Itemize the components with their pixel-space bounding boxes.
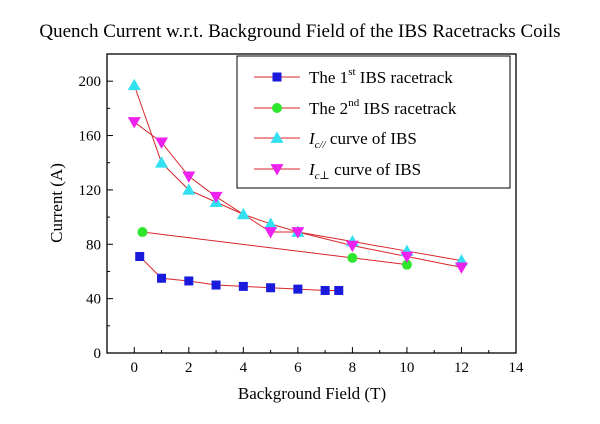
legend-label: Ic// curve of IBS — [308, 129, 417, 151]
data-point-series-4 — [155, 137, 169, 149]
data-point-series-3 — [182, 183, 196, 195]
data-point-series-3 — [264, 217, 278, 229]
data-point-series-1 — [135, 252, 145, 262]
x-tick-label: 10 — [399, 360, 414, 376]
data-point-series-2 — [137, 227, 148, 238]
x-tick-label: 2 — [185, 360, 193, 376]
data-point-series-2 — [401, 259, 412, 270]
chart-title: Quench Current w.r.t. Background Field o… — [39, 21, 560, 42]
legend-marker — [270, 131, 284, 143]
legend-label: The 1st IBS racetrack — [309, 66, 453, 87]
legend-box — [236, 55, 511, 189]
legend-marker — [270, 164, 284, 176]
y-tick-label: 120 — [79, 183, 102, 199]
series-markers — [127, 78, 468, 295]
x-tick-label: 0 — [131, 360, 139, 376]
y-tick-label: 0 — [94, 346, 102, 362]
data-point-series-1 — [157, 273, 167, 283]
data-point-series-1 — [320, 285, 330, 295]
x-tick-label: 8 — [349, 360, 357, 376]
data-point-series-1 — [334, 285, 344, 295]
legend-marker — [272, 72, 282, 82]
legend-marker — [272, 103, 282, 113]
x-axis: 0 2 4 6 8 10 12 14 — [106, 347, 525, 376]
data-point-series-3 — [236, 207, 250, 220]
y-tick-label: 160 — [79, 129, 102, 145]
data-point-series-4 — [400, 251, 414, 264]
x-tick-label: 6 — [294, 360, 302, 376]
plot-frame — [106, 53, 517, 354]
data-point-series-1 — [211, 280, 221, 290]
x-tick-label: 4 — [240, 360, 248, 376]
x-tick-label: 12 — [454, 360, 469, 376]
legend-label: Ic⊥ curve of IBS — [308, 160, 421, 182]
data-point-series-4 — [454, 262, 468, 274]
data-point-series-4 — [345, 240, 359, 253]
series-line-3 — [133, 85, 462, 262]
data-point-series-3 — [155, 156, 169, 168]
data-point-series-4 — [182, 171, 196, 183]
data-point-series-1 — [266, 283, 276, 293]
data-point-series-4 — [209, 191, 223, 204]
legend: The 1st IBS racetrack The 2nd IBS racetra… — [236, 55, 511, 189]
data-point-series-1 — [238, 281, 248, 291]
data-point-series-1 — [184, 276, 194, 286]
data-point-series-4 — [291, 227, 305, 239]
y-tick-label: 200 — [79, 74, 102, 90]
data-point-series-2 — [347, 252, 358, 263]
y-axis: 0 40 80 120 160 200 — [79, 74, 113, 362]
data-point-series-4 — [127, 117, 141, 129]
data-point-series-4 — [264, 227, 278, 239]
y-tick-label: 80 — [86, 237, 101, 253]
x-axis-title: Background Field (T) — [238, 384, 386, 403]
y-axis-title: Current (A) — [47, 163, 66, 243]
data-point-series-3 — [127, 78, 141, 91]
x-tick-label: 14 — [509, 360, 525, 376]
legend-label: The 2nd IBS racetrack — [309, 97, 457, 118]
y-tick-label: 40 — [86, 292, 101, 308]
data-point-series-1 — [293, 284, 303, 294]
